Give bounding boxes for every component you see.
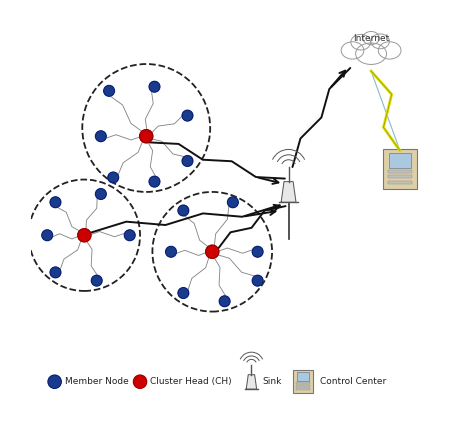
Circle shape: [140, 130, 153, 143]
Circle shape: [182, 110, 193, 121]
Circle shape: [50, 197, 61, 208]
Bar: [296, 388, 310, 390]
Bar: [388, 176, 412, 179]
Ellipse shape: [356, 43, 387, 64]
Circle shape: [91, 275, 102, 286]
Circle shape: [48, 375, 61, 388]
Ellipse shape: [341, 42, 364, 59]
Circle shape: [252, 246, 263, 257]
Circle shape: [104, 85, 114, 96]
Circle shape: [50, 267, 61, 278]
FancyBboxPatch shape: [297, 373, 310, 381]
Circle shape: [108, 172, 118, 183]
Circle shape: [124, 230, 135, 241]
Circle shape: [182, 156, 193, 166]
Circle shape: [228, 197, 238, 208]
Circle shape: [165, 246, 176, 257]
Ellipse shape: [378, 42, 401, 59]
Text: Internet: Internet: [353, 34, 389, 43]
Ellipse shape: [351, 35, 371, 50]
FancyBboxPatch shape: [383, 149, 417, 189]
Circle shape: [149, 176, 160, 187]
Bar: [388, 170, 412, 173]
Bar: [296, 382, 310, 384]
Ellipse shape: [363, 32, 379, 45]
Circle shape: [178, 205, 189, 216]
Circle shape: [149, 81, 160, 92]
FancyBboxPatch shape: [389, 153, 411, 168]
Circle shape: [178, 288, 189, 298]
FancyBboxPatch shape: [293, 370, 313, 393]
Polygon shape: [246, 375, 256, 389]
Circle shape: [78, 229, 91, 242]
Bar: [296, 385, 310, 387]
Polygon shape: [281, 181, 296, 202]
Circle shape: [95, 131, 106, 141]
Text: Member Node: Member Node: [64, 377, 128, 386]
Circle shape: [134, 375, 146, 388]
Circle shape: [42, 230, 53, 241]
Circle shape: [95, 189, 106, 200]
Bar: [388, 181, 412, 184]
Text: Cluster Head (CH): Cluster Head (CH): [149, 377, 231, 386]
Circle shape: [219, 296, 230, 306]
Text: Control Center: Control Center: [319, 377, 386, 386]
Circle shape: [252, 275, 263, 286]
Text: Sink: Sink: [263, 377, 282, 386]
Ellipse shape: [371, 34, 390, 49]
Circle shape: [206, 245, 219, 258]
